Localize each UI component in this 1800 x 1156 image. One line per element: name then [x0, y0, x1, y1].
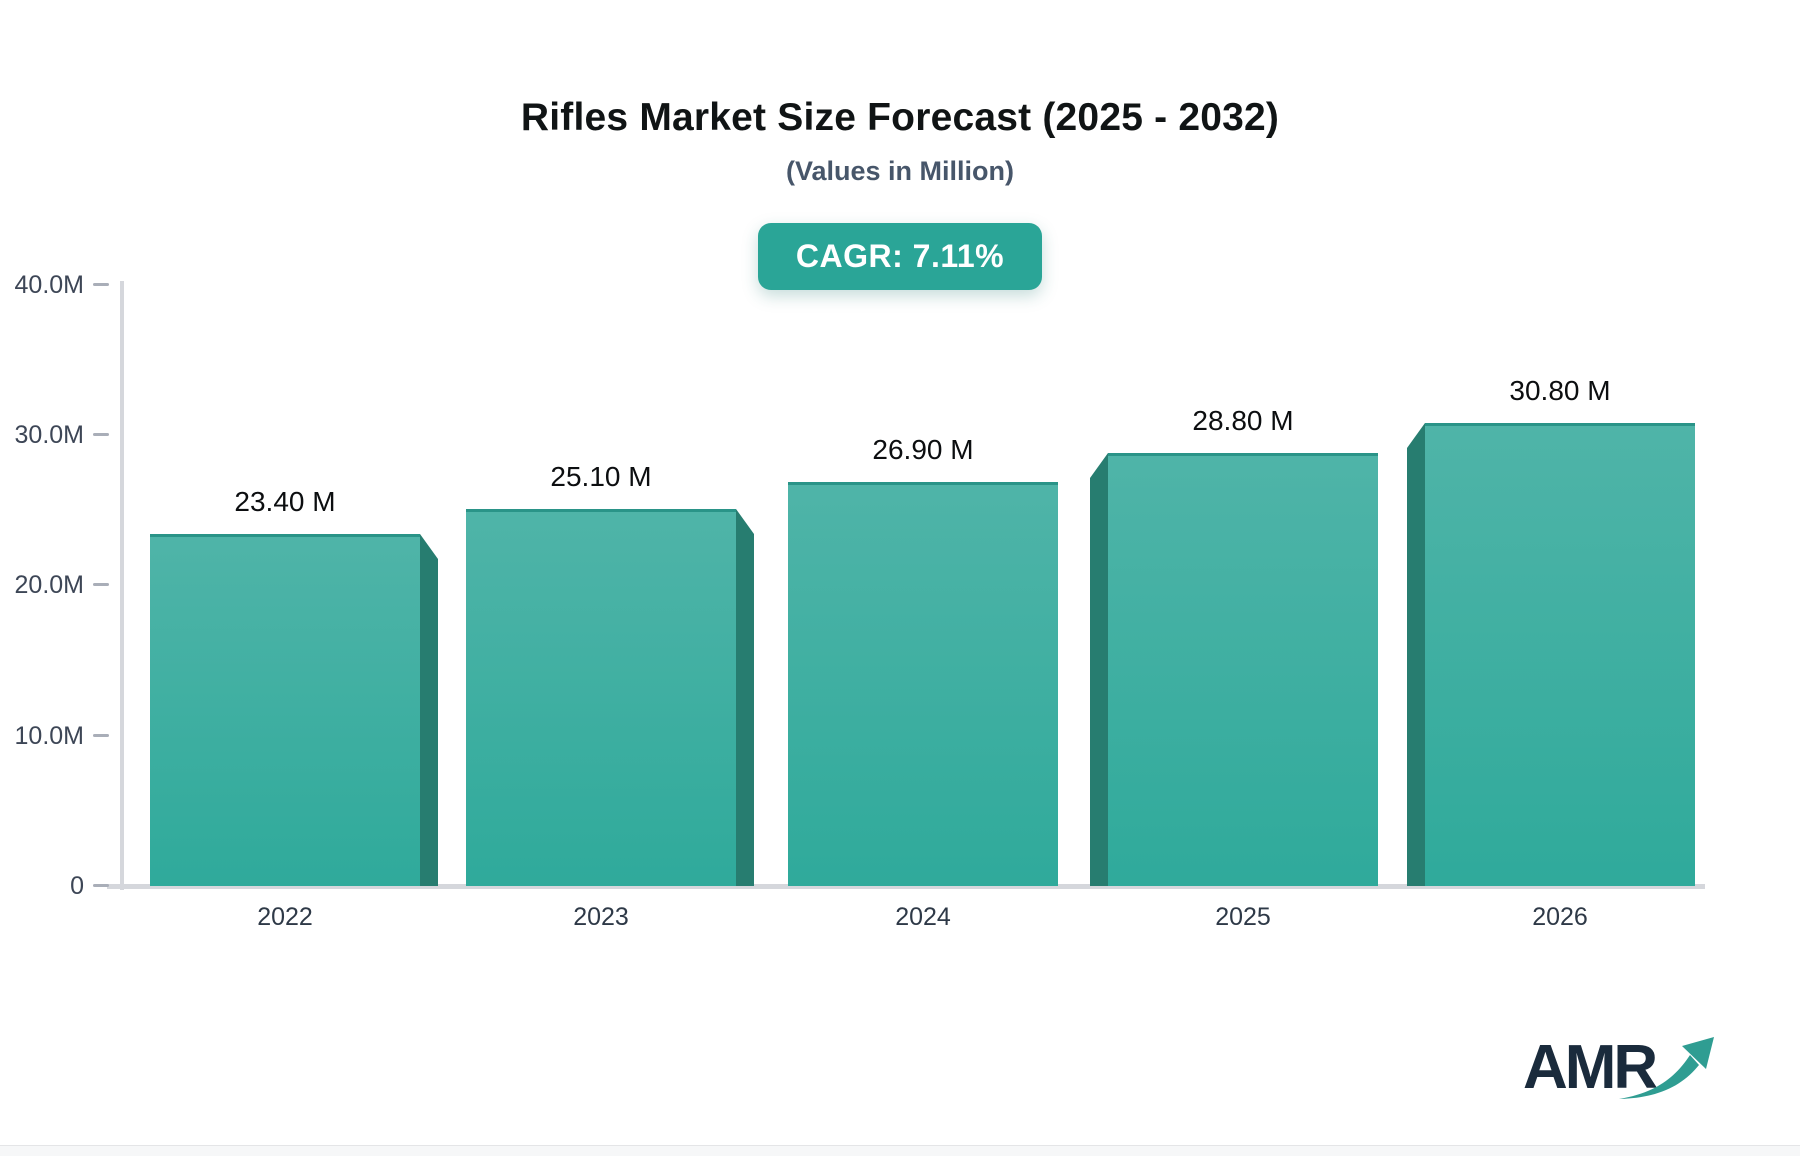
- y-tick-label: 0: [70, 872, 84, 900]
- x-axis-line: [107, 884, 1705, 889]
- x-axis-label: 2026: [1532, 903, 1588, 931]
- y-tick-mark: [93, 884, 109, 887]
- cagr-badge: CAGR: 7.11%: [757, 223, 1043, 290]
- logo-arrow-head-icon: [1682, 1037, 1714, 1069]
- x-axis-label: 2024: [895, 903, 951, 931]
- bar: [150, 534, 420, 886]
- bar-value-label: 23.40 M: [234, 486, 336, 517]
- y-tick-label: 40.0M: [14, 270, 84, 299]
- x-axis-label: 2022: [257, 903, 313, 931]
- bar-value-label: 26.90 M: [872, 434, 974, 465]
- chart-title: Rifles Market Size Forecast (2025 - 2032…: [520, 96, 1280, 139]
- bar: [788, 482, 1058, 886]
- bar-side-face: [420, 534, 438, 886]
- bar: [1108, 453, 1378, 886]
- y-axis-line: [120, 281, 124, 890]
- y-tick-mark: [93, 433, 109, 437]
- x-axis-label: 2023: [573, 903, 629, 931]
- bar-value-label: 28.80 M: [1192, 405, 1294, 436]
- bar: [466, 509, 736, 886]
- amr-logo: AMR: [1523, 1033, 1714, 1102]
- bottom-strip: [0, 1145, 1800, 1156]
- y-tick-label: 10.0M: [14, 721, 84, 750]
- chart-header: Rifles Market Size Forecast (2025 - 2032…: [0, 0, 1800, 290]
- logo-text: AMR: [1523, 1033, 1657, 1102]
- y-tick-mark: [93, 282, 109, 286]
- bar-side-face: [1090, 453, 1108, 886]
- y-tick-label: 20.0M: [14, 571, 84, 600]
- chart-subtitle: (Values in Million): [785, 156, 1015, 186]
- y-tick-mark: [93, 733, 109, 737]
- bar: [1425, 423, 1695, 886]
- logo-arrow-swoosh-icon: [1619, 1055, 1699, 1099]
- bar-side-face: [1407, 423, 1425, 886]
- bar-side-face: [736, 509, 754, 886]
- bar-value-label: 30.80 M: [1509, 375, 1611, 406]
- bar-value-label: 25.10 M: [550, 461, 652, 492]
- y-tick-label: 30.0M: [14, 421, 84, 450]
- x-axis-label: 2025: [1215, 903, 1271, 931]
- y-tick-mark: [93, 583, 109, 587]
